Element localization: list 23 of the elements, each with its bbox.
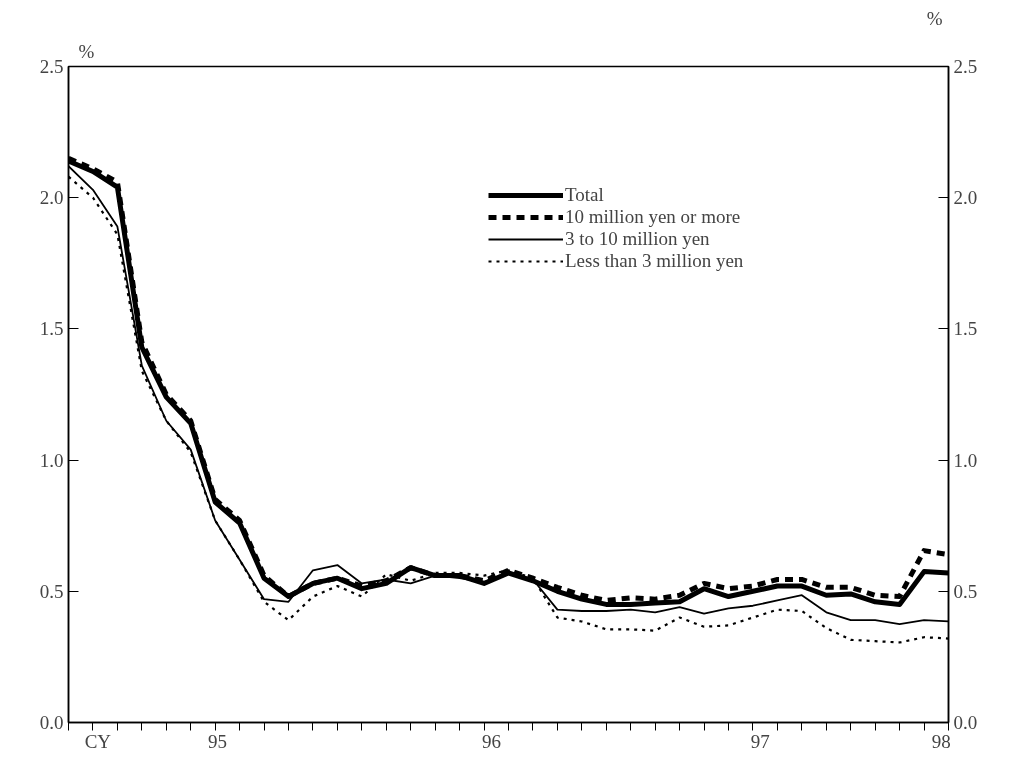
y-axis-title: %	[78, 40, 95, 62]
y-tick-label: 2.5	[39, 56, 64, 77]
y-tick-label: 1.5	[39, 318, 64, 340]
text: 95	[208, 730, 228, 752]
y2-tick-label: 2.5	[953, 56, 978, 77]
legend-label: 3 to 10 million yen	[565, 228, 710, 250]
legend-label: Total	[565, 184, 604, 206]
y2-axis-title: %	[926, 7, 943, 29]
legend-label: Less than 3 million yen	[565, 250, 744, 272]
text: 97	[750, 730, 770, 752]
y2-tick-label: 0.5	[953, 580, 978, 602]
y2-tick-label: 2.0	[953, 187, 978, 209]
text: 98	[931, 730, 951, 752]
y-tick-label: 1.0	[39, 449, 64, 471]
y2-tick-label: 1.0	[953, 449, 978, 471]
y-tick-label: 0.5	[39, 580, 64, 602]
y-tick-label: 2.0	[39, 187, 64, 209]
text: 96	[481, 730, 501, 752]
legend-label: 10 million yen or more	[565, 206, 741, 228]
y-tick-label: 0.0	[39, 712, 64, 733]
y2-tick-label: 1.5	[953, 318, 978, 340]
text: CY	[84, 730, 112, 752]
y2-tick-label: 0.0	[953, 712, 978, 733]
